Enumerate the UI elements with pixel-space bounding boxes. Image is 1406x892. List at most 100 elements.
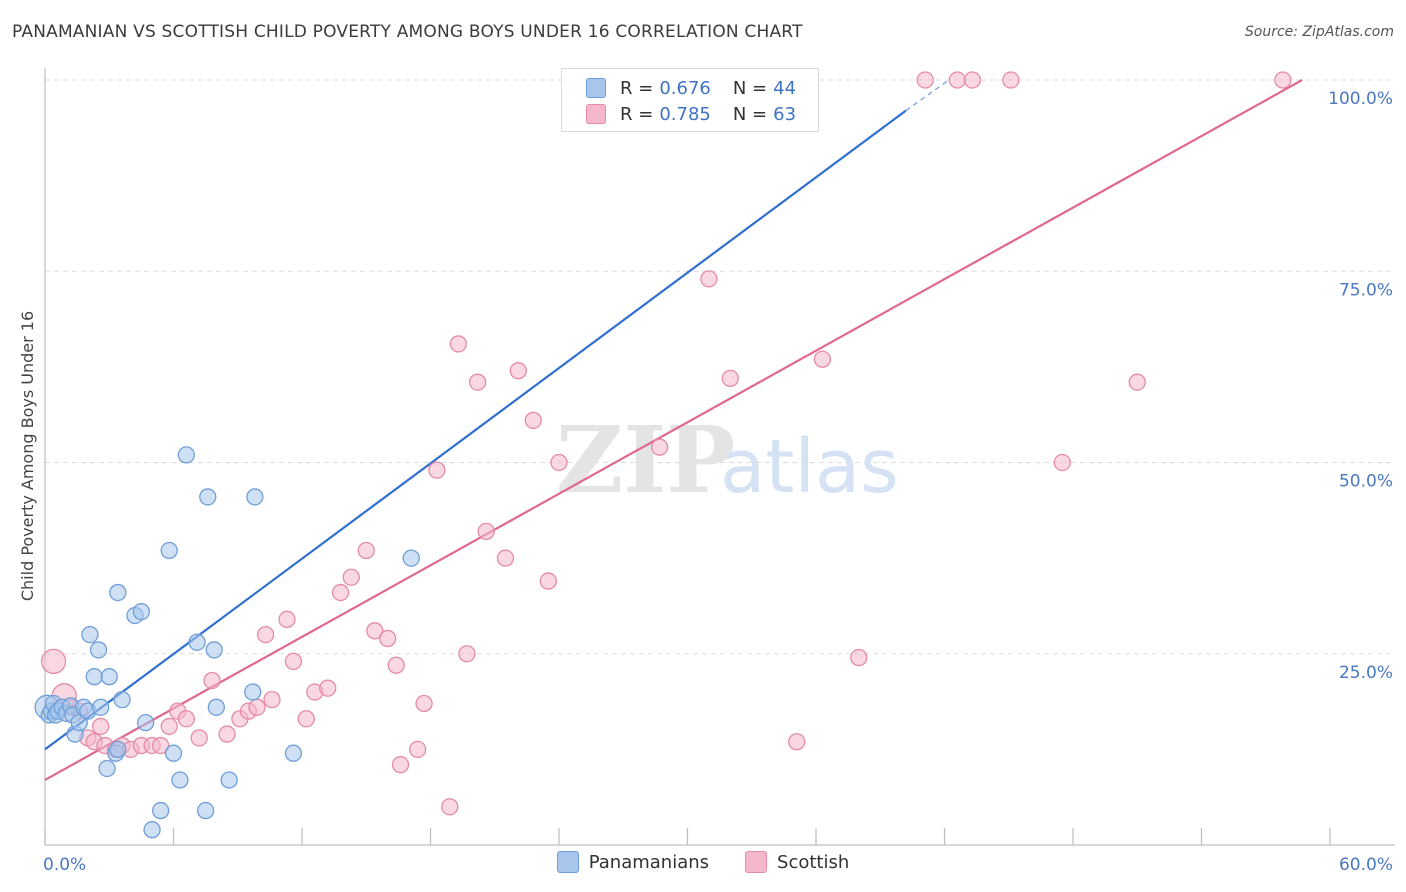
x-tick-label: 60.0% <box>1339 855 1393 875</box>
scottish-trend-line <box>44 79 1303 781</box>
chart-title: PANAMANIAN VS SCOTTISH CHILD POVERTY AMO… <box>12 22 803 42</box>
panamanian-point <box>164 744 183 762</box>
scottish-point <box>256 625 275 644</box>
scottish-point <box>721 369 739 388</box>
n-value: 44 <box>773 77 797 99</box>
panamanian-point <box>109 583 127 602</box>
blue-swatch <box>586 78 606 98</box>
scottish-point <box>357 541 375 560</box>
r-label: R = <box>620 103 654 125</box>
scottish-point <box>700 270 718 288</box>
scottish-point <box>1128 373 1146 391</box>
scottish-point <box>509 362 527 380</box>
panamanian-point <box>205 641 223 659</box>
scottish-point <box>458 645 476 663</box>
scottish-point <box>248 698 266 716</box>
watermark: ZIP atlas <box>556 406 899 514</box>
scottish-point <box>331 583 350 602</box>
panamanian-point <box>89 641 108 659</box>
scottish-point <box>813 350 832 368</box>
blue-swatch <box>556 851 579 873</box>
n-label: N = <box>732 103 768 125</box>
panamanian-point <box>207 698 225 716</box>
scottish-point <box>524 411 542 430</box>
scottish-point <box>948 71 966 89</box>
scottish-points <box>40 71 1292 816</box>
scottish-point <box>651 438 669 456</box>
r-label: R = <box>620 77 654 99</box>
scottish-point <box>550 453 568 472</box>
panamanian-point <box>171 771 189 789</box>
scottish-point <box>1002 71 1020 89</box>
scottish-point <box>415 694 433 713</box>
legend-stats: R = 0.676 N = 44 R = 0.785 N = 63 <box>561 68 819 132</box>
scottish-point <box>203 671 221 690</box>
panamanian-point <box>402 549 420 567</box>
scottish-point <box>441 798 459 816</box>
pink-swatch <box>745 851 768 873</box>
y-tick-label: 25.0% <box>1339 663 1393 683</box>
scottish-point <box>1274 71 1292 89</box>
scottish-point <box>278 610 296 628</box>
panamanian-point <box>98 759 116 778</box>
legend-row-scottish: R = 0.785 N = 63 <box>586 102 796 126</box>
y-tick-label: 50.0% <box>1339 472 1393 492</box>
n-label: N = <box>732 77 768 99</box>
legend-label: Scottish <box>777 851 850 873</box>
panamanian-point <box>143 821 161 839</box>
scottish-point <box>850 648 868 667</box>
scottish-point <box>284 652 303 671</box>
panamanian-point <box>199 488 217 506</box>
scottish-point <box>916 71 934 89</box>
panamanian-point <box>137 713 155 732</box>
r-value: 0.676 <box>659 77 711 99</box>
scottish-point <box>263 691 281 709</box>
source-label: Source: ZipAtlas.com <box>1244 24 1394 40</box>
scottish-point <box>477 522 495 540</box>
panamanian-point <box>244 683 262 701</box>
scottish-point <box>391 756 410 774</box>
scottish-point <box>963 71 981 89</box>
pink-swatch <box>586 104 606 124</box>
legend-row-panamanians: R = 0.676 N = 44 <box>586 76 796 100</box>
panamanian-point <box>160 541 178 560</box>
scottish-point <box>408 740 427 759</box>
scottish-point <box>1053 453 1071 472</box>
scottish-point <box>218 725 236 743</box>
panamanian-point <box>132 603 151 621</box>
scottish-point <box>342 568 360 586</box>
panamanian-points <box>34 71 697 839</box>
x-tick-label: 0.0% <box>43 855 86 875</box>
legend-item-panamanians[interactable]: Panamanians <box>556 851 710 873</box>
legend-item-scottish[interactable]: Scottish <box>745 851 849 873</box>
panamanian-point <box>284 744 303 762</box>
watermark-zip: ZIP <box>556 406 735 514</box>
panamanian-point <box>151 801 170 820</box>
n-value: 63 <box>773 103 797 125</box>
gridlines <box>45 79 1395 655</box>
panamanian-point <box>196 801 215 820</box>
legend-label: Panamanians <box>588 851 710 873</box>
r-value: 0.785 <box>659 103 711 125</box>
scottish-point <box>366 622 384 640</box>
scottish-point <box>160 717 178 736</box>
scottish-point <box>190 729 208 747</box>
panamanian-point <box>188 633 206 651</box>
legend-series: Panamanians Scottish <box>0 851 1406 873</box>
watermark-atlas: atlas <box>720 424 899 510</box>
panamanian-point <box>113 691 131 709</box>
panamanian-point <box>177 446 196 464</box>
scottish-point <box>428 461 446 479</box>
panamanian-point <box>81 625 99 644</box>
scottish-point <box>177 710 196 728</box>
scottish-point <box>387 656 405 674</box>
scottish-point <box>496 549 515 567</box>
y-axis-title: Child Poverty Among Boys Under 16 <box>18 311 37 601</box>
y-tick-label: 75.0% <box>1339 280 1393 300</box>
scottish-point <box>788 733 806 751</box>
scottish-point <box>151 736 170 755</box>
scottish-point <box>539 572 557 590</box>
scottish-point <box>449 335 467 353</box>
trend-lines <box>44 79 1303 781</box>
